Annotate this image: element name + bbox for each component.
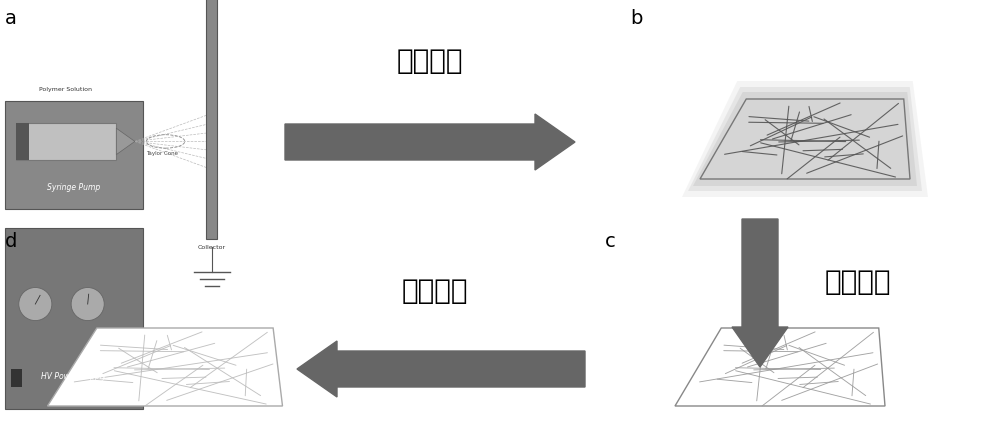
Polygon shape	[700, 99, 910, 179]
Text: d: d	[5, 232, 17, 251]
FancyArrow shape	[297, 341, 585, 397]
Bar	[5, 228, 143, 409]
Text: Taylor Cone: Taylor Cone	[146, 151, 178, 156]
Text: Collector: Collector	[198, 245, 226, 250]
Text: 静电纺丝: 静电纺丝	[397, 47, 463, 75]
Text: HV Power Supply: HV Power Supply	[41, 372, 107, 381]
FancyArrow shape	[732, 219, 788, 367]
Text: c: c	[605, 232, 616, 251]
Polygon shape	[675, 328, 885, 406]
Circle shape	[19, 287, 52, 320]
Polygon shape	[47, 328, 283, 406]
Text: 交联剥离: 交联剥离	[825, 268, 892, 296]
Polygon shape	[693, 92, 917, 186]
Polygon shape	[116, 128, 135, 155]
Polygon shape	[688, 87, 922, 191]
Text: 接枝反应: 接枝反应	[402, 277, 468, 305]
FancyArrow shape	[285, 114, 575, 170]
Bar	[16, 122, 29, 160]
Text: a: a	[5, 9, 17, 28]
Text: Syringe Pump: Syringe Pump	[47, 183, 101, 192]
Polygon shape	[682, 81, 928, 197]
Bar	[206, 0, 217, 239]
Bar	[11, 369, 22, 387]
Bar	[16, 122, 116, 160]
Text: Polymer Solution: Polymer Solution	[39, 87, 92, 93]
Circle shape	[71, 287, 104, 320]
Text: b: b	[630, 9, 642, 28]
Bar	[5, 101, 143, 209]
